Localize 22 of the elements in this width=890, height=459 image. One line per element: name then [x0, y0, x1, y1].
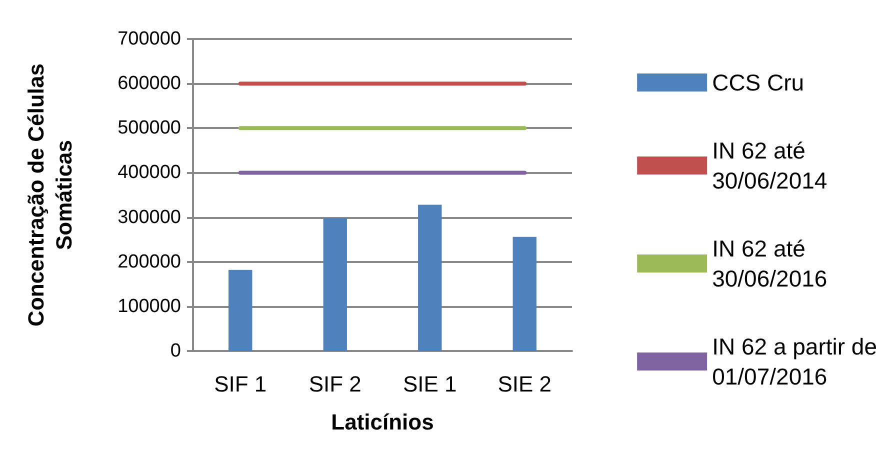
- y-axis-title: Concentração de Células Somáticas: [24, 64, 76, 326]
- bar: [228, 270, 252, 351]
- y-tick-label: 200000: [118, 251, 181, 272]
- y-tick-label: 700000: [118, 28, 181, 50]
- x-tick-label: SIF 2: [308, 372, 362, 396]
- bar: [512, 236, 536, 351]
- y-tick-label: 500000: [118, 118, 181, 139]
- x-tick-label: SIE 2: [498, 372, 552, 396]
- y-tick-label: 300000: [118, 206, 181, 228]
- y-tick-label: 400000: [118, 162, 181, 184]
- y-tick-label: 600000: [118, 73, 181, 94]
- x-tick-label: SIE 1: [402, 372, 457, 396]
- legend-label: IN 62 até 30/06/2014: [712, 138, 828, 194]
- x-tick-label: SIF 1: [214, 372, 267, 396]
- legend-label: IN 62 até 30/06/2016: [712, 236, 828, 292]
- bar: [323, 218, 347, 351]
- legend-label: CCS Cru: [712, 70, 804, 96]
- legend-label: IN 62 a partir de 01/07/2016: [712, 334, 878, 390]
- x-axis-title: Laticínios: [331, 410, 434, 434]
- y-tick-label: 0: [170, 340, 181, 362]
- bar: [418, 204, 442, 351]
- y-tick-label: 100000: [118, 296, 181, 317]
